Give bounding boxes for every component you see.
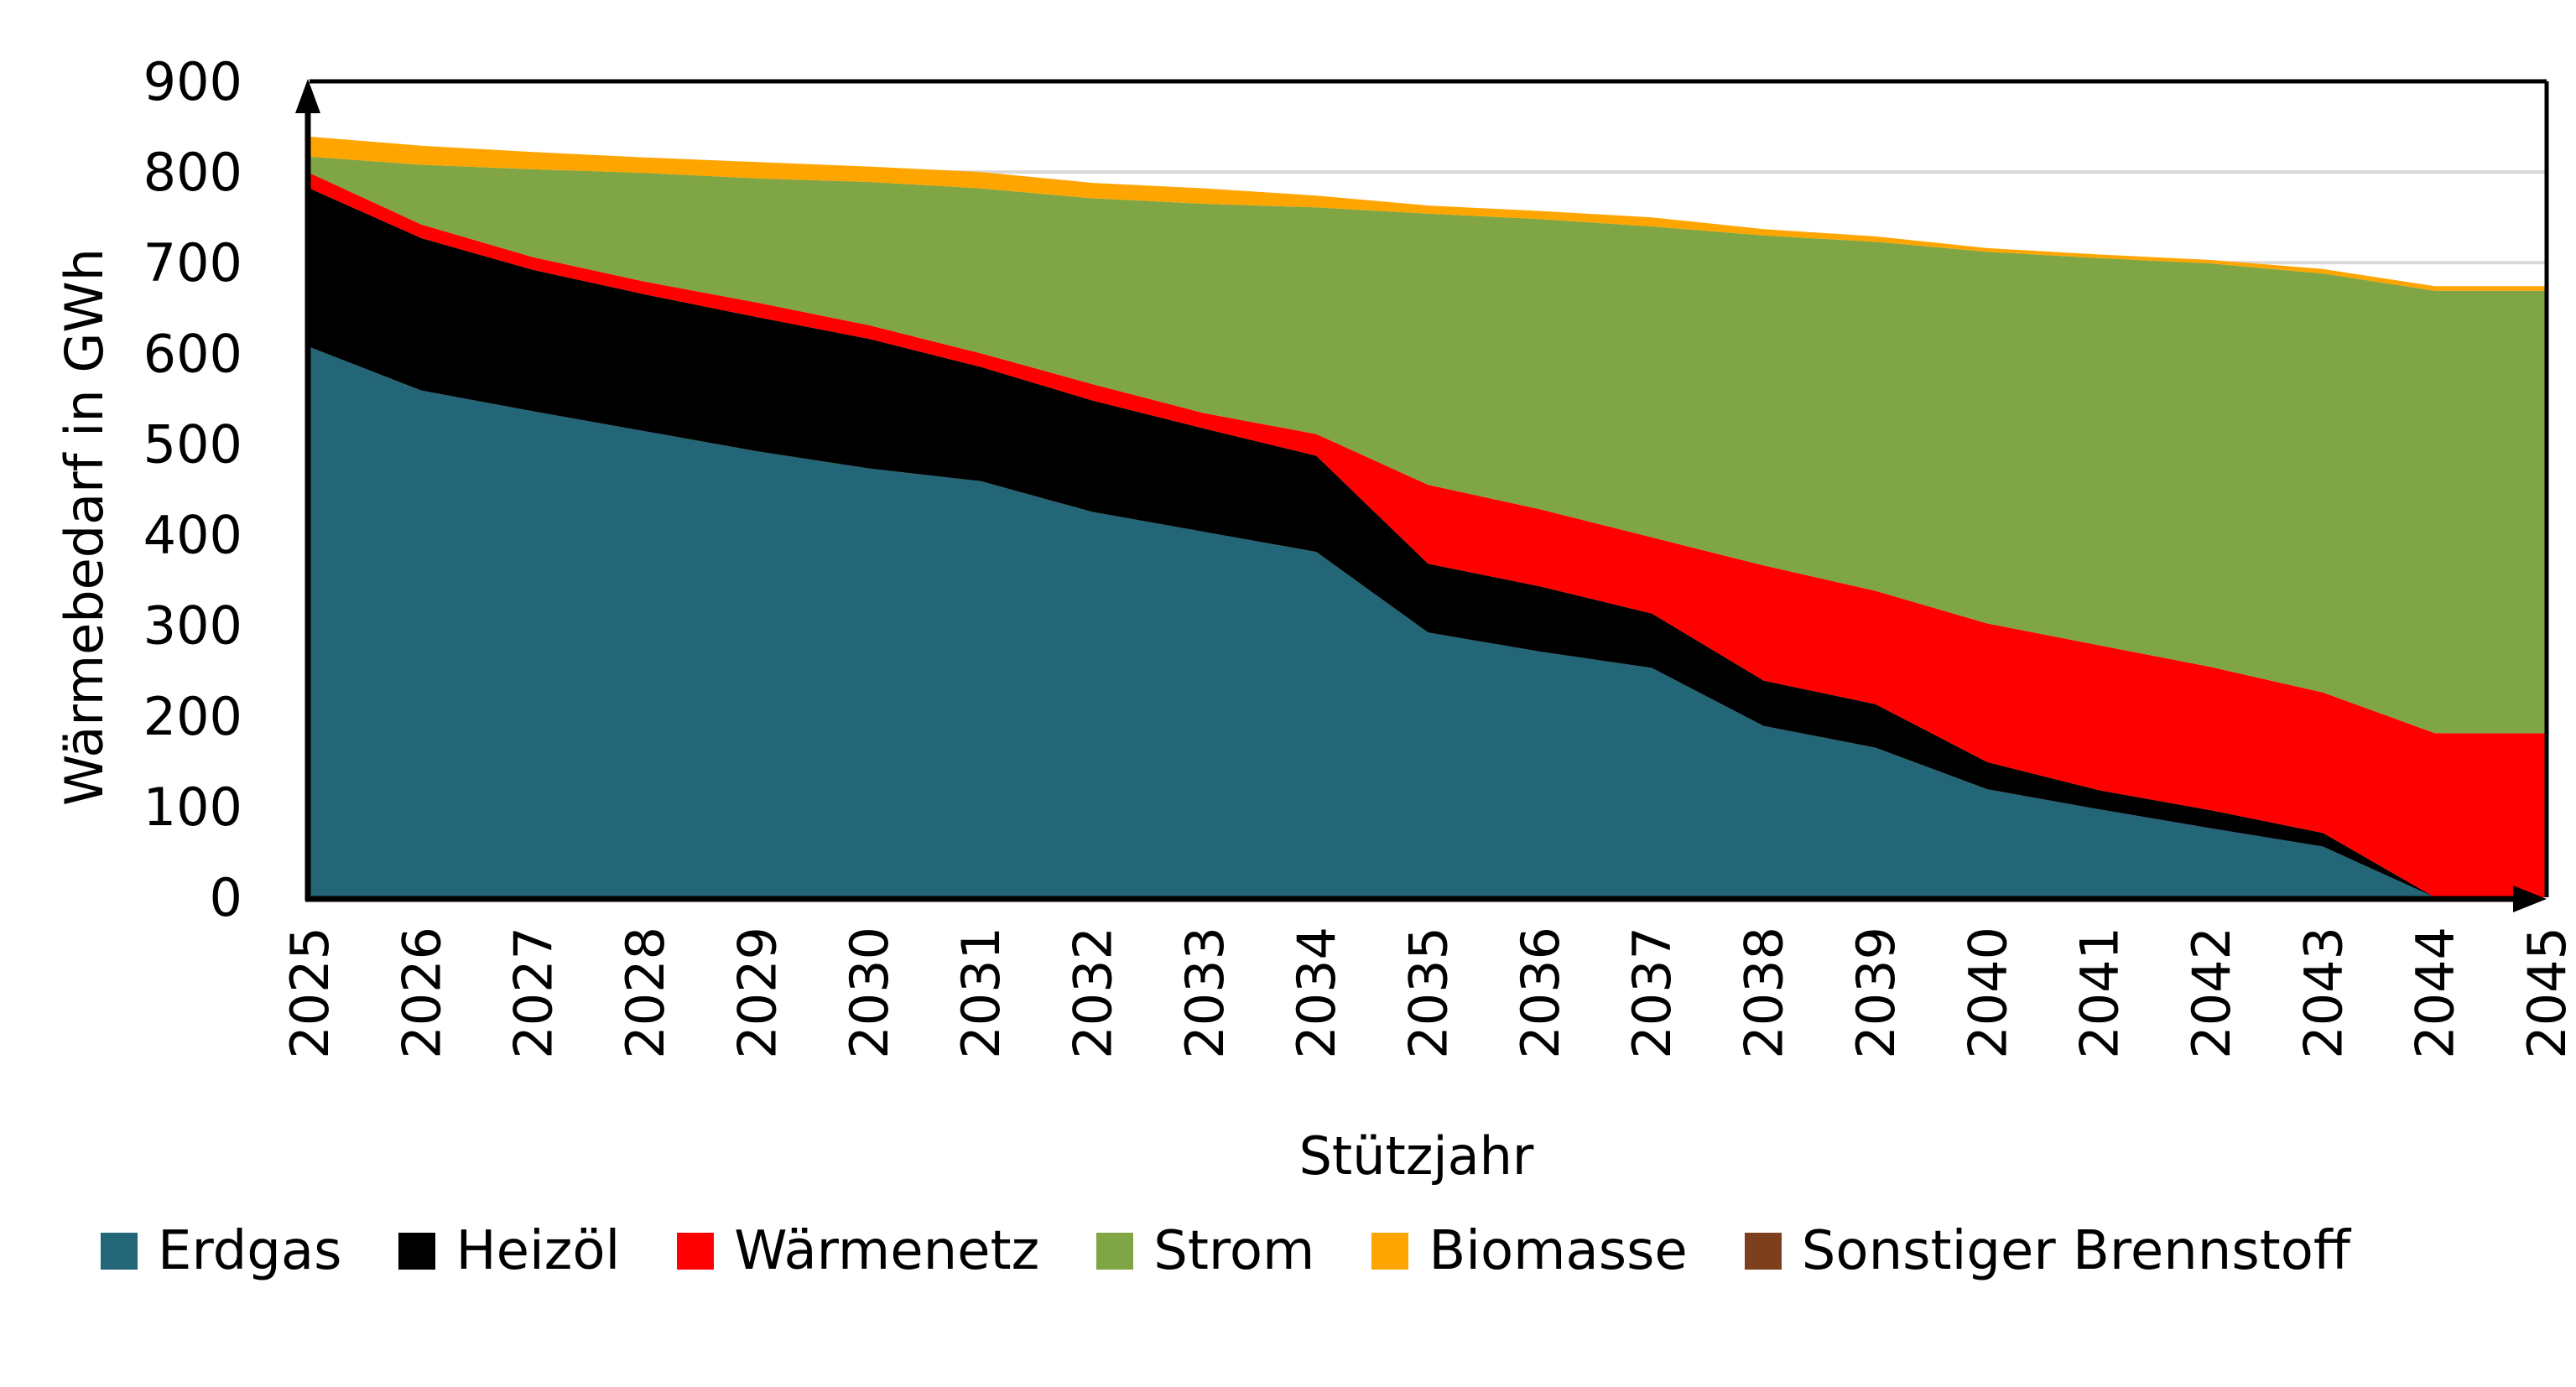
x-axis-title: Stützjahr: [1299, 1125, 1534, 1187]
x-tick-label: 2033: [1174, 927, 1236, 1059]
y-tick-label: 0: [210, 867, 242, 928]
x-tick-label: 2030: [839, 927, 900, 1059]
legend-label: Wärmenetz: [734, 1220, 1040, 1282]
legend-swatch: [1096, 1233, 1134, 1270]
y-tick-label: 900: [143, 51, 242, 112]
legend-label: Heizöl: [455, 1220, 621, 1282]
x-tick-label: 2034: [1286, 927, 1347, 1059]
x-tick-label: 2041: [2069, 927, 2131, 1059]
legend-swatch: [398, 1233, 436, 1270]
x-tick-label: 2038: [1734, 927, 1795, 1059]
y-tick-label: 200: [143, 686, 242, 747]
legend-swatch: [101, 1233, 138, 1270]
legend-label: Strom: [1153, 1220, 1315, 1282]
y-tick-label: 500: [143, 413, 242, 475]
area-biomasse: [310, 136, 2547, 291]
legend: Erdgas Heizöl Wärmenetz Strom Biomasse Sonsti…: [101, 1220, 2350, 1282]
y-axis-title: Wärmebedarf in GWh: [54, 248, 115, 806]
x-axis-arrow-icon: [2513, 886, 2547, 912]
plot-frame: [295, 79, 2549, 912]
x-tick-label: 2027: [503, 927, 565, 1059]
legend-item: Heizöl: [398, 1220, 620, 1282]
y-tick-label: 300: [143, 595, 242, 657]
legend-item: Sonstiger Brennstoff: [1744, 1220, 2350, 1282]
x-tick-label: 2026: [391, 927, 452, 1059]
legend-label: Erdgas: [158, 1220, 342, 1282]
area-series-group: [310, 136, 2547, 898]
legend-item: Wärmenetz: [677, 1220, 1039, 1282]
y-tick-label: 800: [143, 142, 242, 203]
x-tick-label: 2029: [726, 927, 788, 1059]
legend-swatch: [677, 1233, 715, 1270]
legend-item: Erdgas: [101, 1220, 341, 1282]
x-tick-label: 2035: [1398, 927, 1460, 1059]
legend-item: Strom: [1096, 1220, 1314, 1282]
x-tick-label: 2043: [2292, 927, 2354, 1059]
legend-swatch: [1744, 1233, 1782, 1270]
x-tick-label: 2040: [1957, 927, 2018, 1059]
y-axis-ticks: 0 100 200 300 400 500 600 700 800 900: [143, 51, 242, 928]
y-tick-label: 100: [143, 777, 242, 838]
y-tick-label: 700: [143, 232, 242, 294]
legend-item: Biomasse: [1371, 1220, 1688, 1282]
legend-label: Sonstiger Brennstoff: [1801, 1220, 2350, 1282]
x-axis-ticks: 2025 2026 2027 2028 2029 2030 2031 2032 2033 2034…: [279, 927, 2576, 1059]
x-tick-label: 2042: [2181, 927, 2242, 1059]
y-tick-label: 400: [143, 505, 242, 566]
legend-swatch: [1371, 1233, 1409, 1270]
x-tick-label: 2037: [1621, 927, 1683, 1059]
x-tick-label: 2032: [1062, 927, 1123, 1059]
x-tick-label: 2031: [950, 927, 1012, 1059]
area-erdgas: [310, 346, 2547, 897]
y-axis-arrow-icon: [295, 79, 320, 113]
y-tick-label: 600: [143, 323, 242, 384]
x-tick-label: 2036: [1510, 927, 1571, 1059]
area-waermenetz: [310, 173, 2547, 897]
area-heizoel: [310, 188, 2547, 898]
x-tick-label: 2039: [1845, 927, 1907, 1059]
x-tick-label: 2045: [2516, 927, 2576, 1059]
legend-label: Biomasse: [1429, 1220, 1688, 1282]
area-strom: [310, 156, 2547, 734]
x-tick-label: 2025: [279, 927, 341, 1059]
x-tick-label: 2044: [2405, 927, 2466, 1059]
x-tick-label: 2028: [615, 927, 676, 1059]
